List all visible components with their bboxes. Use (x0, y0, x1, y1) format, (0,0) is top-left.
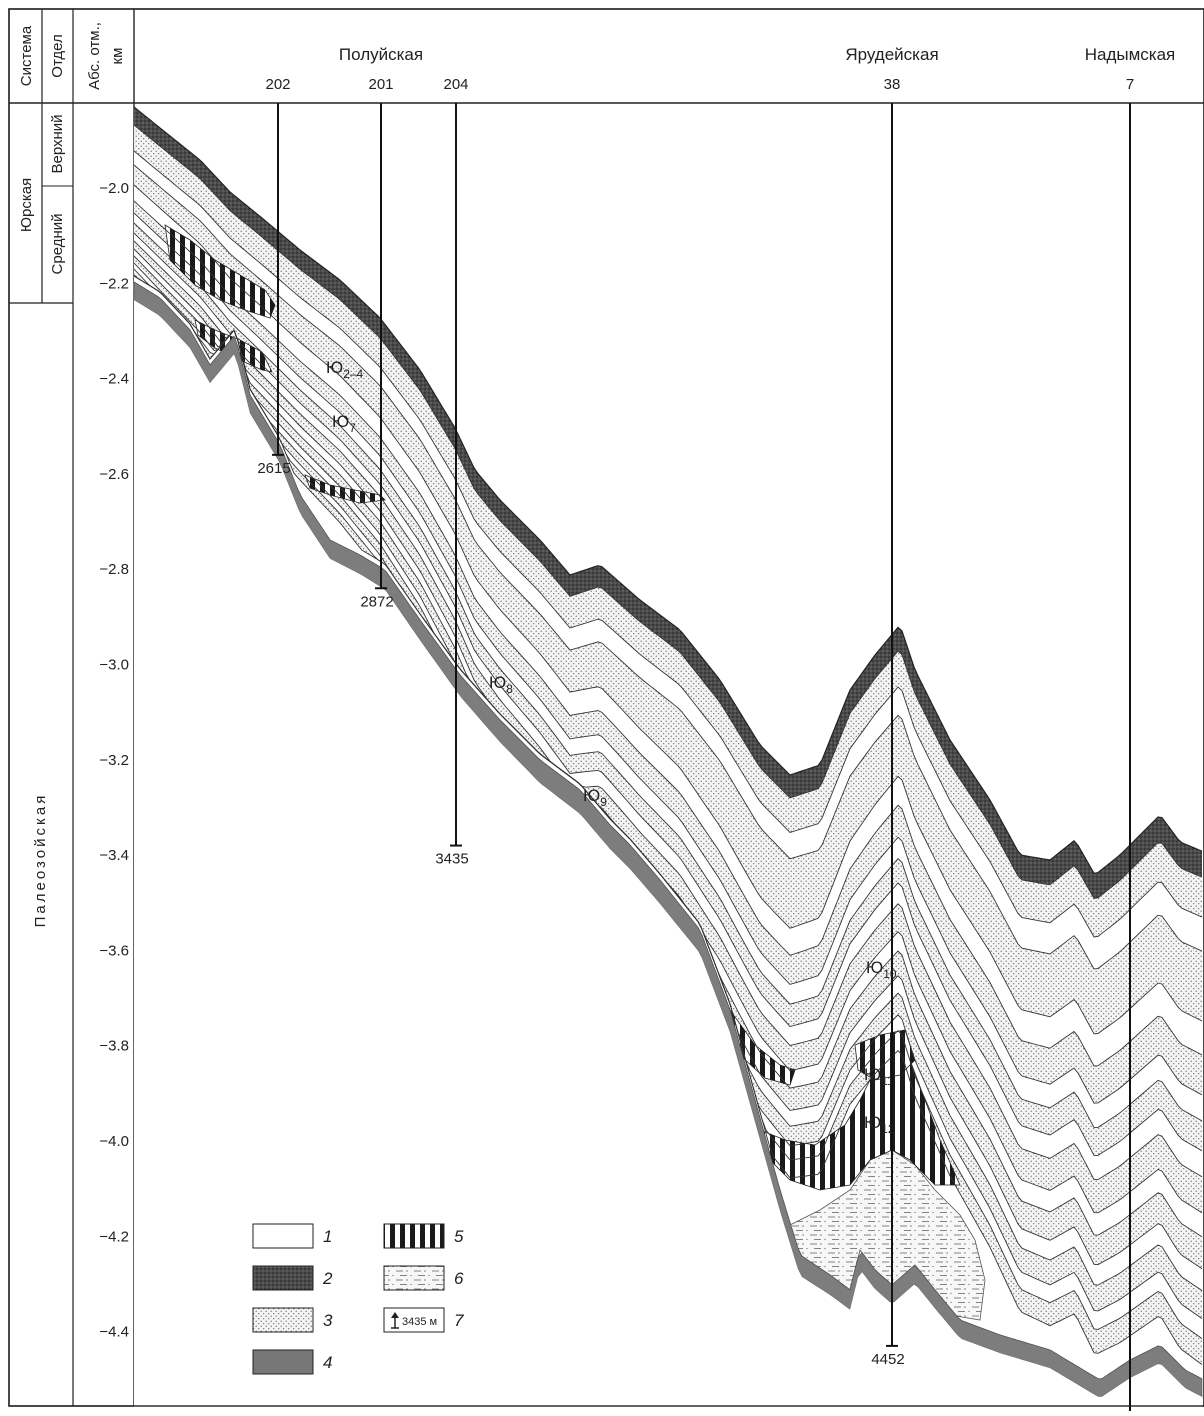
layer-boundary (133, 222, 1203, 1128)
well-depth-label: 4452 (871, 1351, 904, 1368)
legend-num-7: 7 (454, 1311, 464, 1330)
elevation-header-line1: Абс. отм., (86, 22, 103, 90)
axis-tick-label: −3.8 (99, 1038, 129, 1055)
field-label-yarudeiskaya: Ярудейская (845, 45, 938, 64)
layer-boundary (133, 232, 1203, 1156)
jurassic-system-label: Юрская (18, 178, 35, 232)
legend-swatch-6 (383, 1265, 445, 1291)
elevation-header-line2: км (109, 48, 126, 65)
horizon-label-u12: Ю12 (864, 1113, 895, 1136)
axis-tick-label: −3.0 (99, 657, 129, 674)
legend-num-3: 3 (323, 1311, 333, 1330)
well-depth-label: 3435 (435, 851, 468, 868)
horizon-label-u2-4: Ю2–4 (326, 358, 364, 381)
elevation-axis: −2.0 −2.2 −2.4 −2.6 −2.8 −3.0 −3.2 −3.4 −3.6 −3.8… (99, 180, 140, 1341)
legend-well-arrow-icon (391, 1312, 399, 1318)
well-id-label: 7 (1126, 76, 1134, 93)
axis-tick-label: −2.4 (99, 371, 129, 388)
horizon-label-u10: Ю10 (866, 958, 897, 981)
field-label-poluiskaya: Полуйская (339, 45, 423, 64)
legend-swatch-1 (252, 1223, 314, 1249)
well-201: 201 2872 (360, 76, 393, 610)
upper-division-label: Верхний (49, 114, 66, 173)
axis-tick-label: −2.0 (99, 180, 129, 197)
layer-boundary (133, 275, 1203, 1365)
legend-swatch-3 (252, 1307, 314, 1333)
axis-tick-label: −3.6 (99, 942, 129, 959)
axis-tick-label: −3.4 (99, 847, 129, 864)
legend-num-1: 1 (323, 1227, 332, 1246)
horizon-label-u9: Ю9 (583, 786, 607, 809)
layer-boundary (133, 124, 1203, 899)
layer-boundary (133, 164, 1203, 970)
stratigraphic-layers (8, 8, 1204, 1411)
layer-boundary (133, 200, 1203, 1067)
axis-tick-label: −2.8 (99, 561, 129, 578)
striped-body (759, 1039, 961, 1191)
field-label-nadymskaya: Надымская (1085, 45, 1176, 64)
legend-num-6: 6 (454, 1269, 464, 1288)
axis-tick-label: −3.2 (99, 752, 129, 769)
well-id-label: 204 (443, 76, 468, 93)
legend-swatch-2 (252, 1265, 314, 1291)
middle-division-label: Средний (49, 214, 66, 275)
legend-swatch-5 (383, 1223, 445, 1249)
layer-boundary (133, 150, 1203, 938)
layer-boundary (133, 240, 1203, 1181)
well-id-label: 202 (265, 76, 290, 93)
legend-num-2: 2 (322, 1269, 333, 1288)
legend-num-4: 4 (323, 1353, 332, 1372)
layer-boundary (133, 184, 1203, 1035)
system-column-header: Система (18, 25, 35, 86)
axis-tick-label: −4.0 (99, 1133, 129, 1150)
axis-tick-label: −2.2 (99, 275, 129, 292)
wells: 20226152012872204343538445275009 м (257, 76, 1134, 1416)
well-id-label: 38 (884, 76, 901, 93)
field-names: Полуйская Ярудейская Надымская (339, 45, 1175, 64)
axis-tick-label: −4.2 (99, 1228, 129, 1245)
horizon-label-u8: Ю8 (489, 673, 513, 696)
horizon-label-u7: Ю7 (332, 412, 356, 435)
well-202: 202 2615 (257, 76, 290, 477)
horizon-labels: Ю2–4 Ю7 Ю8 Ю9 Ю10 Ю11 Ю12 (326, 358, 897, 1136)
top-surface (133, 106, 1203, 874)
legend: 1 2 3 4 5 6 3435 м 7 (252, 1223, 464, 1375)
well-38: 38 4452 (871, 76, 904, 1368)
horizon-label-u11: Ю11 (864, 1065, 894, 1088)
well-7: 75009 м (1126, 76, 1134, 1416)
figure-frame-overlay (8, 8, 1204, 1407)
stratigraphic-layer (134, 165, 1202, 1034)
legend-num-5: 5 (454, 1227, 464, 1246)
axis-tick-label: −2.6 (99, 466, 129, 483)
axis-tick-label: −4.4 (99, 1324, 129, 1341)
well-depth-label: 2615 (257, 460, 290, 477)
layer-boundary (133, 212, 1203, 1104)
paleozoic-basement (134, 300, 1202, 1411)
well-depth-label: 2872 (360, 593, 393, 610)
legend-swatch-4 (252, 1349, 314, 1375)
paleozoic-system-label: Палеозойская (32, 793, 49, 928)
well-204: 204 3435 (435, 76, 468, 868)
striped-body (304, 474, 386, 504)
division-column-header: Отдел (49, 34, 66, 77)
well-id-label: 201 (368, 76, 393, 93)
legend-well-depth-text: 3435 м (402, 1316, 437, 1328)
